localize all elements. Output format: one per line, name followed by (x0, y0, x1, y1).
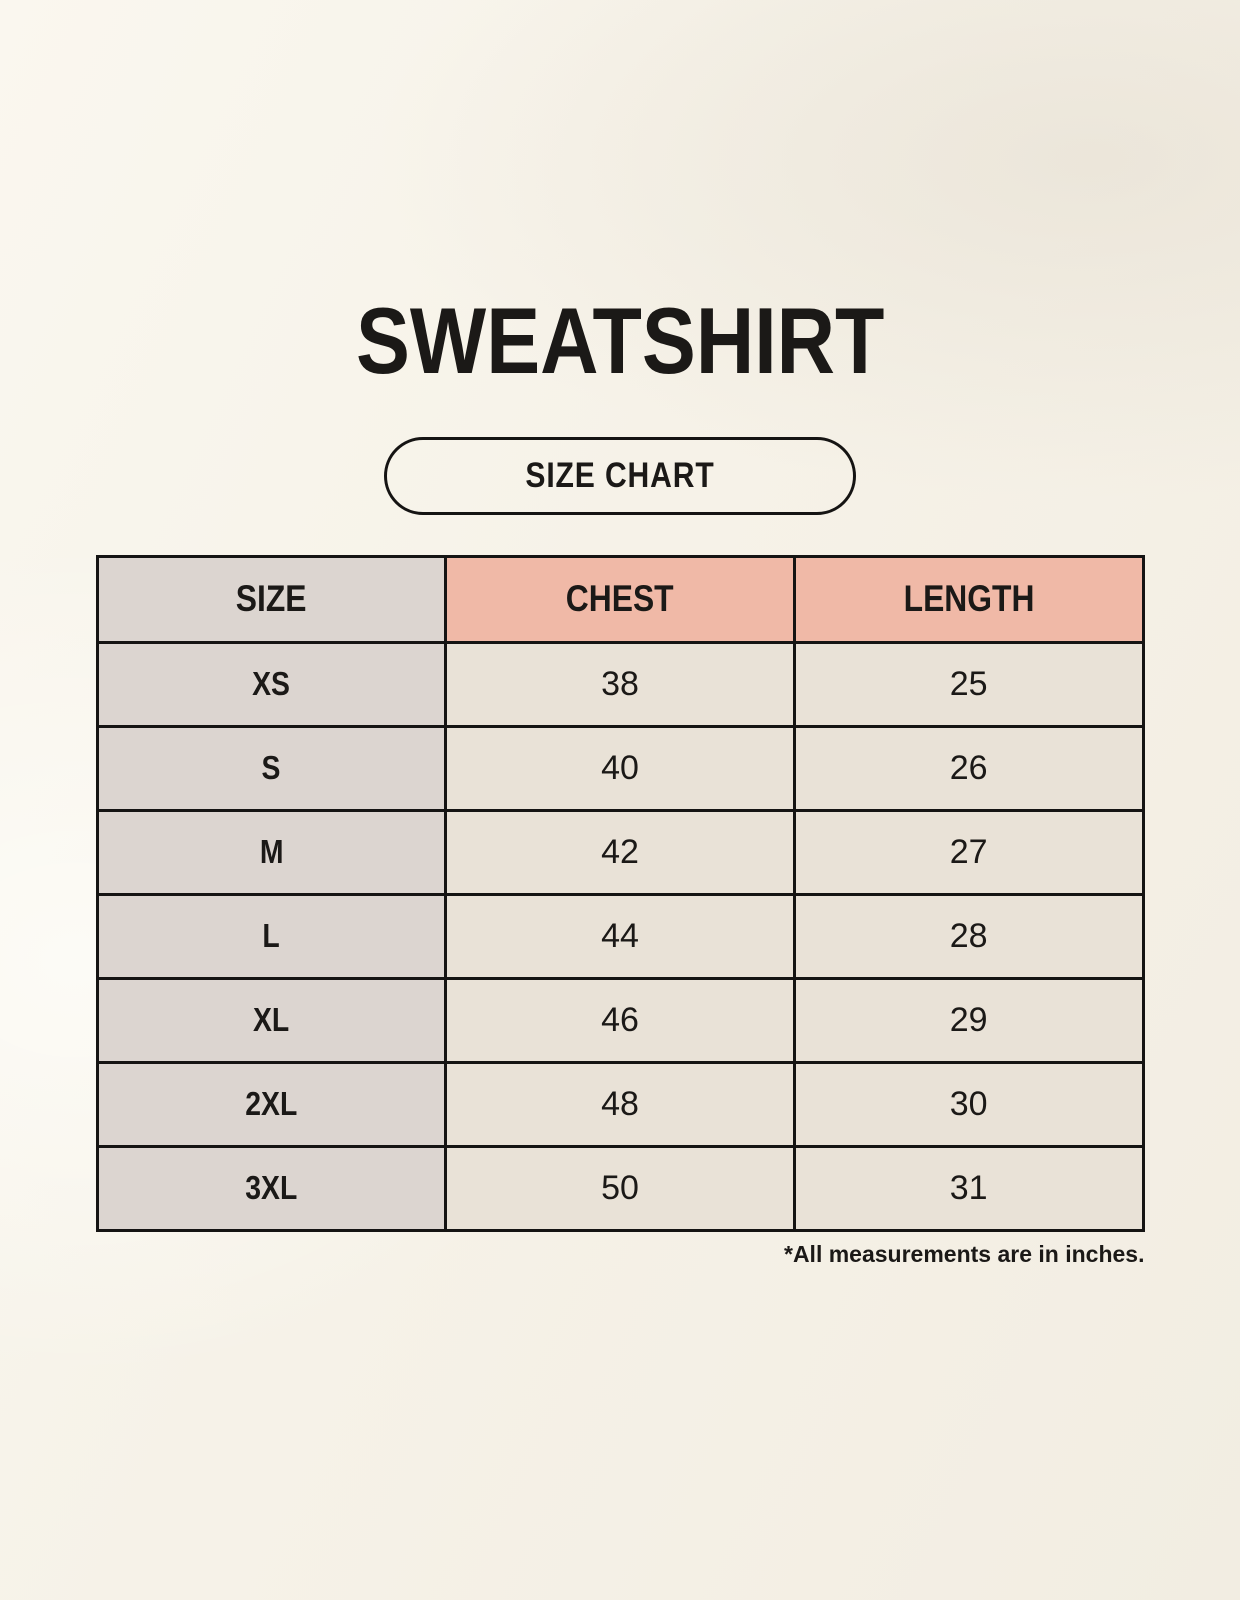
length-value: 25 (792, 640, 1145, 728)
chest-value: 40 (444, 724, 796, 812)
size-chart-table: SIZE CHEST LENGTH XS 38 25 S 40 26 M 42 … (95, 554, 1145, 1232)
column-header-length: LENGTH (792, 554, 1145, 644)
size-label-text: XL (253, 1001, 290, 1039)
column-header-size: SIZE (95, 554, 448, 644)
size-label-text: 2XL (245, 1085, 298, 1123)
size-label-text: M (259, 833, 284, 871)
size-label-text: 3XL (245, 1169, 298, 1207)
size-label: 3XL (95, 1144, 448, 1232)
chest-value: 48 (444, 1060, 796, 1148)
size-label: M (95, 808, 448, 896)
table-row-xs: XS 38 25 (95, 640, 1145, 728)
length-value: 27 (792, 808, 1145, 896)
page-title-text: SWEATSHIRT (355, 288, 885, 393)
length-value: 30 (792, 1060, 1145, 1148)
size-label: 2XL (95, 1060, 448, 1148)
size-label-text: L (262, 917, 280, 955)
chest-value: 50 (444, 1144, 796, 1232)
size-label: L (95, 892, 448, 980)
table-header-row: SIZE CHEST LENGTH (95, 554, 1145, 644)
column-header-length-label: LENGTH (903, 578, 1035, 620)
chest-value: 44 (444, 892, 796, 980)
size-label-text: XS (252, 665, 291, 703)
measurements-note: *All measurements are in inches. (784, 1240, 1145, 1267)
length-value: 28 (792, 892, 1145, 980)
size-chart-badge[interactable]: SIZE CHART (384, 436, 856, 515)
column-header-size-label: SIZE (235, 578, 307, 620)
table-row-s: S 40 26 (95, 724, 1145, 812)
chest-value: 38 (444, 640, 796, 728)
table-row-2xl: 2XL 48 30 (95, 1060, 1145, 1148)
size-label: S (95, 724, 448, 812)
length-value: 29 (792, 976, 1145, 1064)
size-label: XL (95, 976, 448, 1064)
column-header-chest-label: CHEST (566, 578, 674, 620)
column-header-chest: CHEST (444, 554, 796, 644)
table-row-3xl: 3XL 50 31 (95, 1144, 1145, 1232)
size-chart-badge-label: SIZE CHART (525, 455, 715, 495)
table-row-xl: XL 46 29 (95, 976, 1145, 1064)
chest-value: 42 (444, 808, 796, 896)
size-label: XS (95, 640, 448, 728)
size-label-text: S (261, 749, 281, 787)
page-title: SWEATSHIRT (0, 0, 1240, 391)
length-value: 31 (792, 1144, 1145, 1232)
table-row-m: M 42 27 (95, 808, 1145, 896)
length-value: 26 (792, 724, 1145, 812)
chest-value: 46 (444, 976, 796, 1064)
table-row-l: L 44 28 (95, 892, 1145, 980)
